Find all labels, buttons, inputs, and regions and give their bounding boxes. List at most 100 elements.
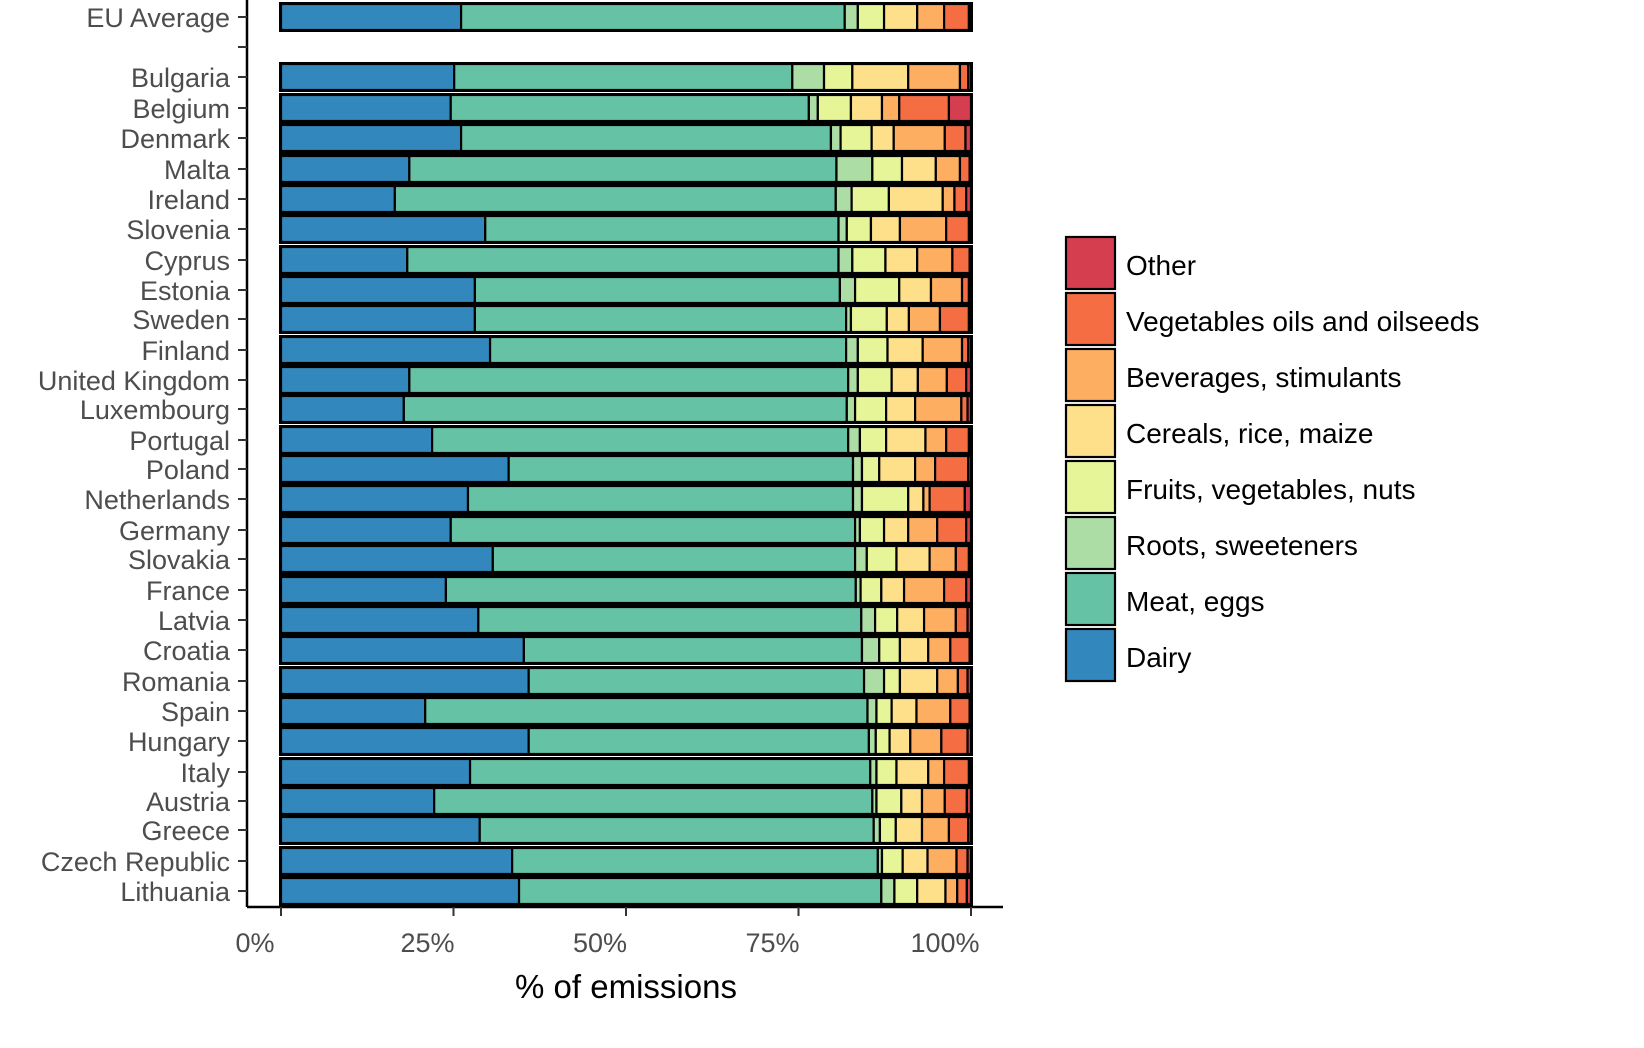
legend-swatch-other — [1064, 235, 1117, 291]
bar-segment-estonia-roots-sweeteners — [838, 275, 857, 305]
x-tick-label-0: 0% — [235, 928, 274, 958]
legend-label-vegetables-oils-and-oilseeds: Vegetables oils and oilseeds — [1126, 306, 1479, 337]
bar-segment-latvia-beverages-stimulants — [922, 605, 957, 635]
bar-segment-bulgaria-other — [967, 62, 973, 92]
y-tick-label-bulgaria: Bulgaria — [131, 63, 231, 93]
x-axis: 0% 25% 50% 75% 100% — [235, 905, 1003, 958]
bar-segment-cyprus-cereals-rice-maize — [884, 245, 919, 275]
bar-segment-luxembourg-beverages-stimulants — [914, 394, 963, 424]
legend: Other Vegetables oils and oilseeds Beverag… — [1064, 235, 1479, 683]
bar-segment-slovakia-other — [967, 544, 973, 574]
bar-segment-portugal-fruits-vegetables-nuts — [858, 425, 888, 455]
bar-segment-denmark-fruits-vegetables-nuts — [839, 123, 873, 153]
bar-segment-italy-beverages-stimulants — [927, 757, 946, 787]
bar-segment-united-kingdom-roots-sweeteners — [847, 365, 859, 395]
bar-segment-cyprus-fruits-vegetables-nuts — [851, 245, 887, 275]
bar-segment-hungary-other — [966, 726, 973, 756]
bar-segment-bulgaria-beverages-stimulants — [907, 62, 962, 92]
bar-segment-france-meat-eggs — [444, 575, 857, 605]
bar-row-slovenia — [279, 214, 973, 244]
y-axis: EU Average BulgariaBelgiumDenmarkMaltaIre… — [38, 0, 249, 907]
y-tick-label-hungary: Hungary — [128, 727, 231, 757]
bar-segment-united-kingdom-beverages-stimulants — [916, 365, 948, 395]
bar-segment-luxembourg-other — [966, 394, 973, 424]
y-tick-label-united-kingdom: United Kingdom — [38, 366, 230, 396]
bar-segment-slovakia-vegetables-oils-and-oilseeds — [954, 544, 971, 574]
y-tick-label-croatia: Croatia — [143, 636, 231, 666]
bar-segment-romania-dairy — [279, 666, 530, 696]
bar-segment-italy-cereals-rice-maize — [895, 757, 930, 787]
y-tick-label-cyprus: Cyprus — [144, 246, 230, 276]
bar-segment-germany-vegetables-oils-and-oilseeds — [936, 515, 968, 545]
bar-segment-romania-cereals-rice-maize — [898, 666, 939, 696]
bar-segment-bulgaria-roots-sweeteners — [791, 62, 826, 92]
bar-segment-france-other — [965, 575, 973, 605]
bar-segment-czech-republic-other — [966, 846, 973, 876]
bar-segment-ireland-dairy — [279, 184, 396, 214]
legend-item-other: Other — [1064, 235, 1196, 291]
bar-segment-lithuania-cereals-rice-maize — [916, 876, 947, 906]
bar-segment-denmark-dairy — [279, 123, 463, 153]
bar-segment-spain-other — [968, 696, 973, 726]
bar-segment-slovenia-other — [967, 214, 973, 244]
bar-segment-estonia-cereals-rice-maize — [898, 275, 933, 305]
bar-segment-czech-republic-dairy — [279, 846, 514, 876]
bar-segment-poland-meat-eggs — [507, 454, 855, 484]
bar-segment-lithuania-dairy — [279, 876, 521, 906]
bar-segment-denmark-vegetables-oils-and-oilseeds — [943, 123, 967, 153]
y-tick-label-denmark: Denmark — [120, 124, 230, 154]
bar-row-malta — [279, 154, 973, 184]
bar-segment-ireland-meat-eggs — [393, 184, 837, 214]
bar-segment-czech-republic-fruits-vegetables-nuts — [880, 846, 904, 876]
bar-segment-denmark-cereals-rice-maize — [870, 123, 895, 153]
bar-row-portugal — [279, 425, 973, 455]
bar-segment-germany-other — [965, 515, 973, 545]
bar-segment-united-kingdom-meat-eggs — [408, 365, 850, 395]
bar-segment-netherlands-cereals-rice-maize — [907, 484, 925, 514]
legend-item-cereals-rice-maize: Cereals, rice, maize — [1064, 403, 1373, 459]
bar-segment-hungary-cereals-rice-maize — [888, 726, 912, 756]
bar-segment-sweden-meat-eggs — [473, 304, 848, 334]
bar-segment-austria-beverages-stimulants — [920, 786, 946, 816]
bar-row-bulgaria — [279, 62, 973, 92]
bar-segment-slovenia-roots-sweeteners — [837, 214, 848, 244]
y-tick-label-belgium: Belgium — [132, 94, 230, 124]
bar-segment-croatia-other — [968, 635, 973, 665]
bar-segment-poland-vegetables-oils-and-oilseeds — [934, 454, 970, 484]
legend-swatch-beverages-stimulants — [1064, 347, 1117, 403]
y-tick-label-latvia: Latvia — [158, 606, 231, 636]
bar-segment-spain-roots-sweeteners — [866, 696, 878, 726]
bar-segment-latvia-fruits-vegetables-nuts — [873, 605, 899, 635]
bar-segment-france-fruits-vegetables-nuts — [859, 575, 883, 605]
x-axis-title: % of emissions — [515, 968, 737, 1005]
legend-item-dairy: Dairy — [1064, 627, 1191, 683]
bar-segment-bulgaria-fruits-vegetables-nuts — [822, 62, 854, 92]
x-tick-label-50: 50% — [573, 928, 627, 958]
bar-segment-croatia-cereals-rice-maize — [898, 635, 930, 665]
bar-segment-estonia-dairy — [279, 275, 476, 305]
bar-segment-romania-roots-sweeteners — [862, 666, 886, 696]
bar-segment-ireland-roots-sweeteners — [834, 184, 853, 214]
bar-segment-lithuania-roots-sweeteners — [880, 876, 896, 906]
bar-row-greece — [279, 815, 973, 845]
bar-row-romania — [279, 666, 973, 696]
bar-segment-greece-cereals-rice-maize — [894, 815, 924, 845]
bar-row-estonia — [279, 275, 973, 305]
bar-segment-eu-average-other — [967, 2, 973, 32]
bar-segment-greece-dairy — [279, 815, 481, 845]
bar-segment-slovakia-roots-sweeteners — [853, 544, 868, 574]
bar-segment-poland-fruits-vegetables-nuts — [860, 454, 881, 484]
bar-segment-portugal-vegetables-oils-and-oilseeds — [945, 425, 971, 455]
bar-segment-italy-fruits-vegetables-nuts — [875, 757, 898, 787]
bar-segment-sweden-beverages-stimulants — [907, 304, 942, 334]
legend-swatch-meat-eggs — [1064, 571, 1117, 627]
bar-segment-cyprus-vegetables-oils-and-oilseeds — [951, 245, 971, 275]
bar-segment-lithuania-vegetables-oils-and-oilseeds — [956, 876, 968, 906]
bar-segment-luxembourg-roots-sweeteners — [845, 394, 857, 424]
bar-segment-italy-other — [967, 757, 973, 787]
bar-segment-netherlands-vegetables-oils-and-oilseeds — [928, 484, 966, 514]
bar-segment-malta-vegetables-oils-and-oilseeds — [958, 154, 971, 184]
bar-segment-slovenia-beverages-stimulants — [898, 214, 948, 244]
y-tick-label-france: France — [146, 576, 230, 606]
